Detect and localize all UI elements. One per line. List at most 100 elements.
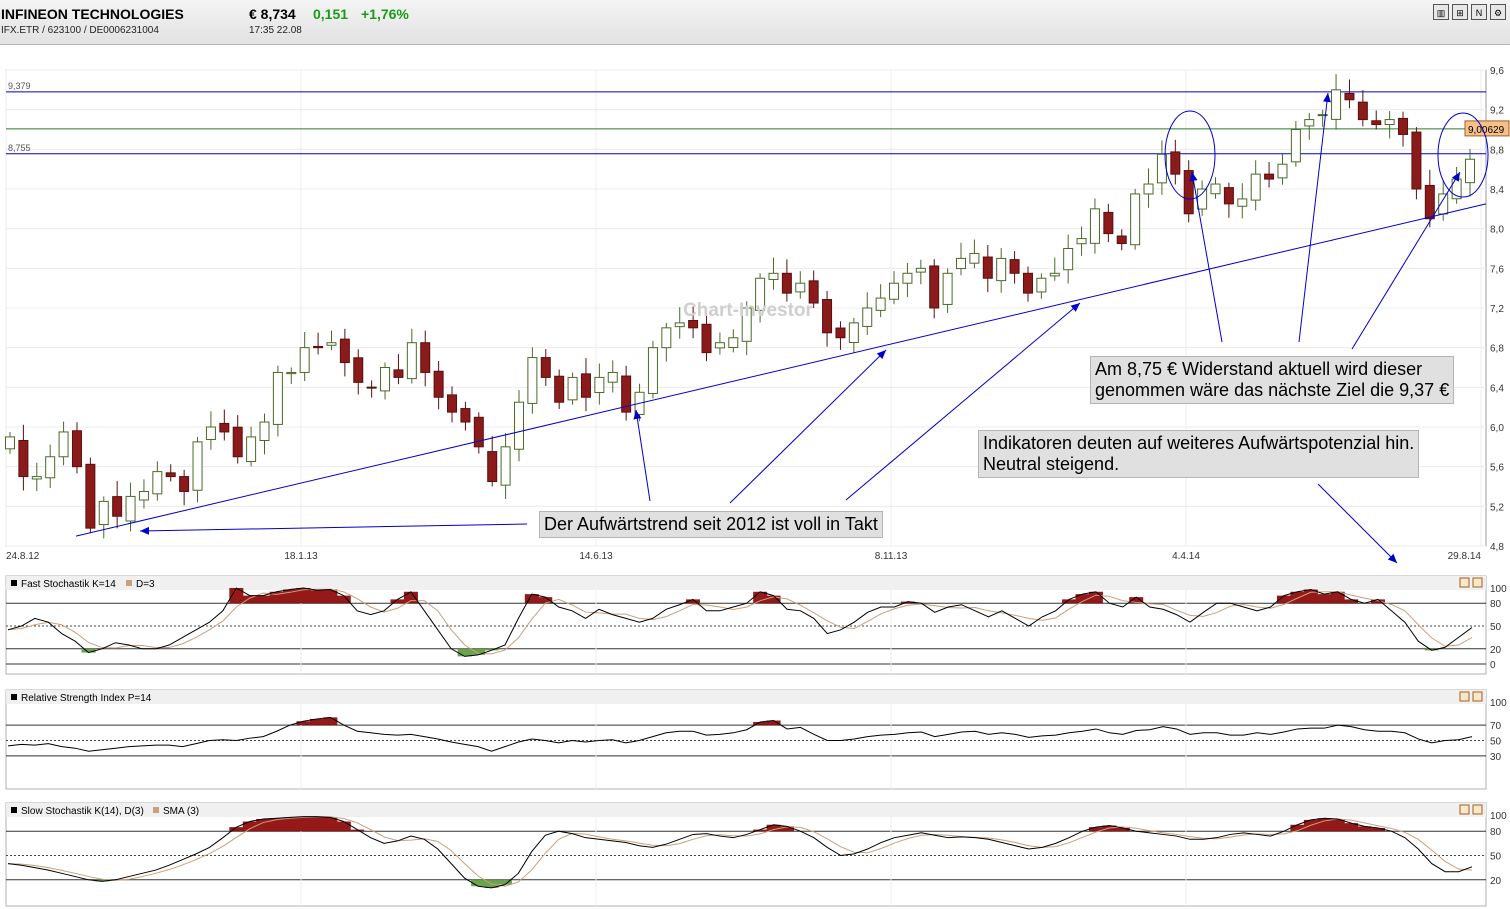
- candle: [1237, 198, 1248, 207]
- indicator-header: [6, 576, 1486, 590]
- candle: [420, 342, 431, 373]
- candle: [1250, 173, 1261, 201]
- candle: [835, 327, 846, 339]
- candle: [31, 476, 42, 480]
- candle: [661, 327, 672, 349]
- bar-chart-icon[interactable]: ▥: [1433, 4, 1449, 20]
- candle: [848, 322, 859, 344]
- candle: [1116, 235, 1127, 245]
- candle: [527, 357, 538, 404]
- indicator-line: [7, 816, 1473, 889]
- candle: [1170, 151, 1181, 175]
- candle: [1304, 119, 1315, 127]
- overbought-area: [296, 717, 781, 726]
- x-tick-label: 18.1.13: [284, 551, 318, 562]
- watermark: Chart-Investor: [683, 300, 813, 321]
- indicator-level-label: 100: [1490, 698, 1507, 709]
- trendline: [75, 203, 1487, 537]
- y-tick-label: 7,2: [1490, 304, 1504, 315]
- price-chart: 9,6 9,2 8,8 8,4 8,0 7,6 7,2 6,8 6,4 6,0 5,6 5,2 4,8 2…: [5, 66, 1510, 907]
- candle: [219, 422, 230, 433]
- indicator-level-label: 80: [1490, 599, 1502, 610]
- candle: [1465, 158, 1475, 184]
- candle: [875, 297, 886, 311]
- candle: [1411, 131, 1422, 190]
- annotation-indicators: Indikatoren deuten auf weiteres Aufwärts…: [978, 430, 1420, 478]
- indicator-legend: D=3: [136, 579, 155, 590]
- y-tick-label: 8,4: [1490, 185, 1504, 196]
- x-tick-label: 8.11.13: [875, 551, 908, 562]
- indicator-line: [7, 716, 1473, 752]
- candle: [232, 426, 243, 458]
- annotation-arrow: [1317, 483, 1398, 564]
- candle: [969, 252, 980, 264]
- candle: [1317, 114, 1328, 117]
- annotation-arrow: [633, 409, 651, 502]
- settings-icon[interactable]: ⚙: [1490, 4, 1506, 20]
- candle: [353, 357, 364, 383]
- candle: [152, 471, 163, 495]
- indicator-legend-swatch: [11, 694, 17, 700]
- candle: [1264, 173, 1275, 180]
- close-icon: [1472, 691, 1483, 702]
- indicator-level-label: 0: [1490, 660, 1496, 671]
- candle: [473, 416, 484, 448]
- candle: [246, 436, 257, 463]
- candle: [138, 490, 149, 501]
- candle: [366, 386, 377, 389]
- price-change: 0,151: [313, 6, 349, 22]
- indicator-level-label: 100: [1490, 811, 1507, 822]
- candle: [741, 307, 752, 342]
- annotation-trend-text: Der Aufwärtstrend seit 2012 ist voll in …: [544, 514, 878, 534]
- indicator-level-label: 20: [1490, 645, 1502, 656]
- annotation-resistance-line1: Am 8,75 € Widerstand aktuell wird dieser: [1095, 359, 1423, 379]
- candle: [1277, 163, 1288, 179]
- candle: [768, 272, 779, 280]
- candle: [982, 256, 993, 279]
- indicator-legend: SMA (3): [163, 806, 199, 817]
- last-price-tag-label: 9,00629: [1468, 125, 1505, 136]
- candle: [862, 307, 873, 327]
- candle: [1197, 188, 1208, 210]
- candle: [1210, 183, 1221, 195]
- candle: [272, 371, 283, 425]
- candle: [1290, 129, 1301, 163]
- x-tick-label: 14.6.13: [579, 551, 613, 562]
- last-price-tag: [1464, 120, 1510, 137]
- annotation-arrow: [845, 302, 1081, 501]
- candle-icon[interactable]: ⊞: [1452, 4, 1468, 20]
- oversold-area: [95, 879, 512, 888]
- candle: [487, 451, 498, 483]
- candle: [580, 373, 591, 398]
- company-name: INFINEON TECHNOLOGIES: [1, 6, 184, 22]
- candle: [179, 476, 190, 492]
- candle: [406, 342, 417, 380]
- annotation-resistance: Am 8,75 € Widerstand aktuell wird dieser…: [1090, 356, 1455, 404]
- candle: [205, 426, 216, 440]
- candle: [1063, 248, 1074, 271]
- candle: [286, 371, 297, 375]
- candle: [996, 257, 1007, 282]
- last-price: € 8,734: [249, 6, 296, 22]
- candle: [795, 282, 806, 293]
- indicator-level-label: 70: [1490, 721, 1502, 732]
- candle: [781, 272, 792, 294]
- y-tick-label: 8,8: [1490, 145, 1504, 156]
- candle: [112, 496, 123, 517]
- candle: [594, 376, 605, 393]
- indicator-panel: [5, 689, 1487, 790]
- indicator-level-label: 30: [1490, 752, 1502, 763]
- candle: [1009, 259, 1020, 274]
- candle: [889, 282, 900, 300]
- x-tick-label: 29.8.14: [1448, 551, 1482, 562]
- chart-header: INFINEON TECHNOLOGIES IFX.ETR / 623100 /…: [0, 0, 1510, 45]
- indicator-legend-swatch: [11, 807, 17, 813]
- indicator-level-label: 50: [1490, 737, 1502, 748]
- signal-line: [7, 588, 1473, 655]
- candle: [313, 345, 324, 349]
- candle: [393, 369, 404, 378]
- y-tick-label: 9,2: [1490, 106, 1504, 117]
- candle: [98, 500, 109, 526]
- candle: [728, 337, 739, 348]
- news-icon[interactable]: N: [1471, 4, 1487, 20]
